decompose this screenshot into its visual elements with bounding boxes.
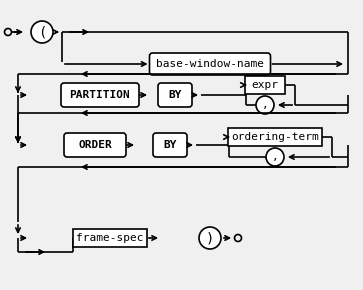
- FancyBboxPatch shape: [158, 83, 192, 107]
- FancyBboxPatch shape: [228, 128, 322, 146]
- Text: ,: ,: [272, 152, 278, 162]
- Text: (: (: [38, 25, 46, 39]
- Text: ordering-term: ordering-term: [231, 132, 319, 142]
- Circle shape: [4, 28, 12, 35]
- Text: ): ): [206, 231, 214, 245]
- FancyBboxPatch shape: [73, 229, 147, 247]
- FancyBboxPatch shape: [150, 53, 270, 75]
- FancyBboxPatch shape: [64, 133, 126, 157]
- Text: BY: BY: [168, 90, 182, 100]
- Text: expr: expr: [252, 80, 278, 90]
- Circle shape: [256, 96, 274, 114]
- Circle shape: [266, 148, 284, 166]
- Circle shape: [234, 235, 241, 242]
- FancyBboxPatch shape: [245, 76, 285, 94]
- Circle shape: [199, 227, 221, 249]
- Text: ,: ,: [262, 100, 268, 110]
- Text: BY: BY: [163, 140, 177, 150]
- Circle shape: [31, 21, 53, 43]
- Text: base-window-name: base-window-name: [156, 59, 264, 69]
- FancyBboxPatch shape: [153, 133, 187, 157]
- FancyBboxPatch shape: [61, 83, 139, 107]
- Text: frame-spec: frame-spec: [76, 233, 144, 243]
- Text: ORDER: ORDER: [78, 140, 112, 150]
- Text: PARTITION: PARTITION: [70, 90, 130, 100]
